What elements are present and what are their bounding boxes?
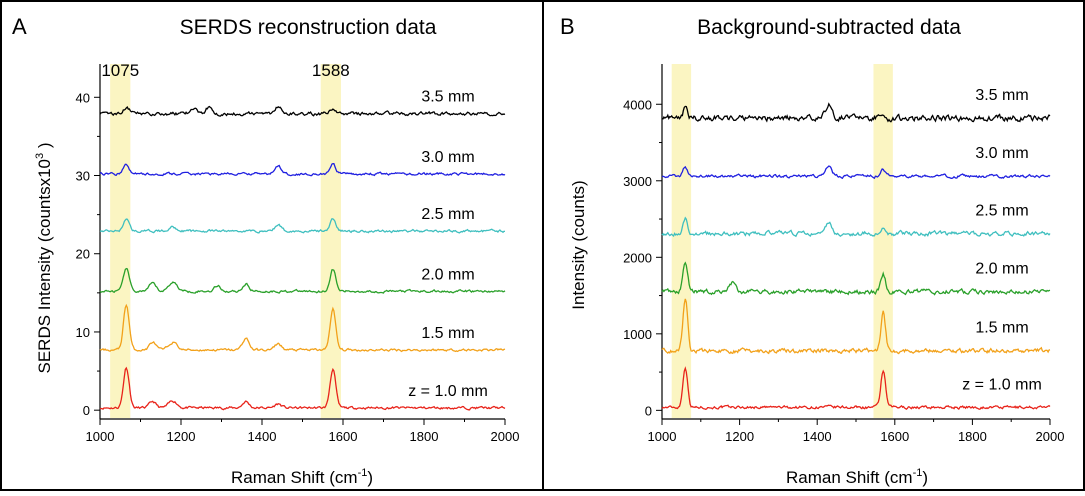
series-label: 2.5 mm bbox=[421, 206, 474, 223]
series-label: 3.0 mm bbox=[421, 149, 474, 166]
x-tick-label: 1400 bbox=[248, 429, 277, 444]
series-line bbox=[661, 298, 1051, 355]
x-tick-label: 1200 bbox=[167, 429, 196, 444]
x-tick-label: 1600 bbox=[880, 429, 909, 444]
y-tick-label: 40 bbox=[76, 90, 90, 105]
series-label: 2.0 mm bbox=[975, 261, 1028, 278]
series-label: 3.5 mm bbox=[975, 87, 1028, 104]
x-tick-label: 1800 bbox=[958, 429, 987, 444]
y-tick-label: 20 bbox=[76, 247, 90, 262]
highlight-band bbox=[110, 64, 131, 418]
panel-b: B Background-subtracted data Raman Shift… bbox=[560, 14, 1064, 487]
x-tick-label: 1800 bbox=[410, 429, 439, 444]
x-tick-label: 2000 bbox=[1036, 429, 1065, 444]
series-label: 2.0 mm bbox=[421, 266, 474, 283]
series-line bbox=[99, 366, 506, 411]
series-label: z = 1.0 mm bbox=[962, 376, 1042, 393]
band-label: 1588 bbox=[312, 61, 350, 80]
panel-a-plot: 1000 1200 1400 1600 1800 2000 0 10 20 30 40 1075 158… bbox=[76, 61, 520, 444]
x-tick-label: 1000 bbox=[648, 429, 677, 444]
highlight-band bbox=[873, 64, 893, 418]
series-line bbox=[661, 165, 1051, 180]
y-tick-label: 1000 bbox=[623, 327, 652, 342]
panel-a-xlabel: Raman Shift (cm-1) bbox=[231, 467, 373, 487]
panel-a-letter: A bbox=[12, 14, 27, 39]
x-tick-label: 1000 bbox=[86, 429, 115, 444]
x-tick-label: 1600 bbox=[329, 429, 358, 444]
x-tick-label: 1200 bbox=[725, 429, 754, 444]
x-tick-label: 2000 bbox=[491, 429, 520, 444]
series-line bbox=[661, 261, 1051, 296]
panel-b-title: Background-subtracted data bbox=[697, 16, 961, 39]
series-label: 1.5 mm bbox=[421, 325, 474, 342]
y-tick-label: 10 bbox=[76, 325, 90, 340]
highlight-band bbox=[671, 64, 692, 418]
highlight-band bbox=[320, 64, 341, 418]
panel-a: A SERDS reconstruction data Raman Shift … bbox=[12, 14, 519, 487]
y-tick-label: 0 bbox=[645, 403, 652, 418]
panel-b-ylabel: Intensity (counts) bbox=[569, 180, 588, 309]
panel-b-xlabel: Raman Shift (cm-1) bbox=[786, 467, 928, 487]
series-label: 3.5 mm bbox=[421, 89, 474, 106]
series-line bbox=[661, 102, 1051, 123]
y-tick-label: 3000 bbox=[623, 174, 652, 189]
panel-a-ylabel: SERDS Intensity (countsx103 ) bbox=[34, 143, 54, 374]
panel-b-plot: 1000 1200 1400 1600 1800 2000 0 1000 2000 3000 400… bbox=[623, 64, 1064, 444]
series-label: 2.5 mm bbox=[975, 203, 1028, 220]
x-tick-label: 1400 bbox=[803, 429, 832, 444]
panel-b-letter: B bbox=[560, 14, 575, 39]
series-line bbox=[99, 218, 506, 234]
panel-a-title: SERDS reconstruction data bbox=[180, 16, 437, 39]
y-tick-label: 0 bbox=[83, 403, 90, 418]
series-line bbox=[661, 216, 1051, 238]
y-tick-label: 30 bbox=[76, 169, 90, 184]
series-line bbox=[661, 366, 1051, 411]
band-label: 1075 bbox=[101, 61, 139, 80]
y-tick-label: 4000 bbox=[623, 97, 652, 112]
series-label: 3.0 mm bbox=[975, 145, 1028, 162]
series-label: z = 1.0 mm bbox=[408, 383, 488, 400]
series-line bbox=[99, 303, 506, 353]
series-line bbox=[99, 163, 506, 177]
series-line bbox=[99, 267, 506, 294]
series-label: 1.5 mm bbox=[975, 320, 1028, 337]
y-tick-label: 2000 bbox=[623, 250, 652, 265]
series-line bbox=[99, 105, 506, 117]
